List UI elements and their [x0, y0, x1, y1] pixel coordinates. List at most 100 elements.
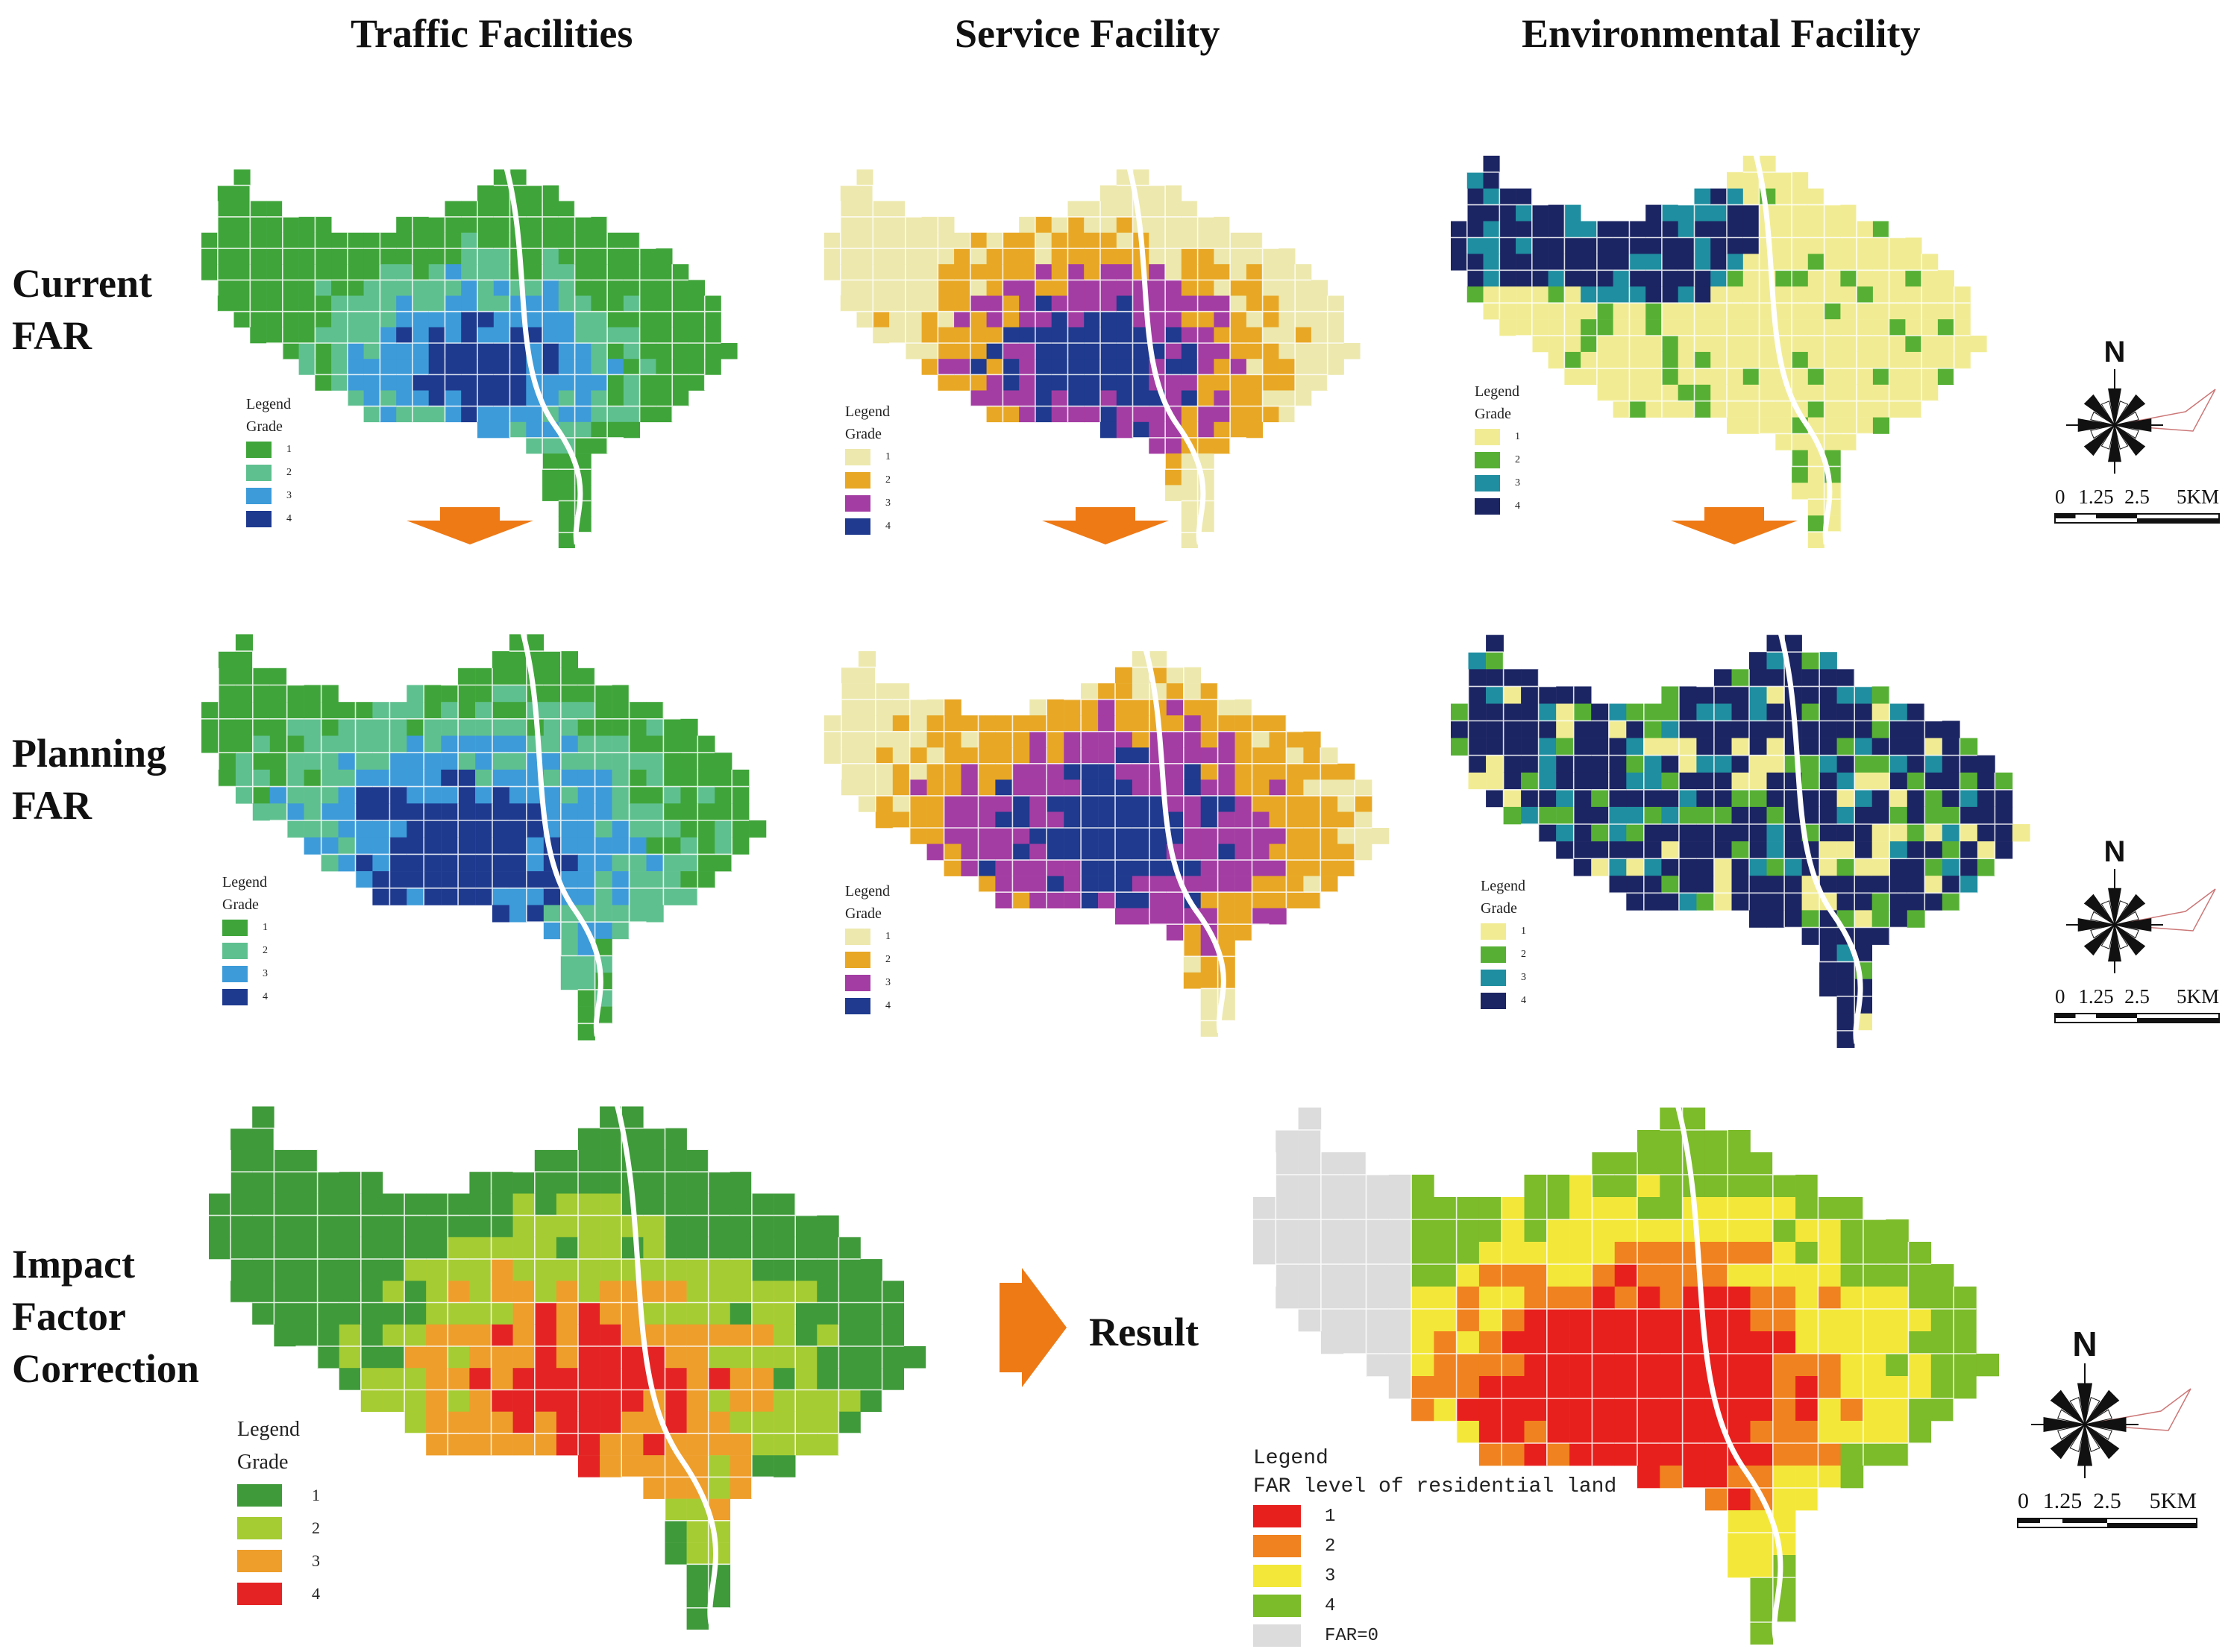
land-parcel [1573, 720, 1592, 738]
land-parcel [321, 718, 339, 736]
land-parcel [477, 248, 495, 265]
land-parcel [1149, 406, 1166, 423]
land-parcel [1456, 1354, 1480, 1377]
legend-item: 2 [237, 1512, 320, 1545]
land-parcel [795, 1281, 818, 1303]
land-parcel [295, 1259, 318, 1281]
legend-swatch [246, 464, 272, 481]
legend-swatch [222, 919, 248, 936]
land-parcel [1613, 303, 1630, 320]
land-parcel [643, 1128, 665, 1151]
land-parcel [1278, 359, 1296, 375]
land-parcel [1311, 280, 1328, 296]
land-parcel [1792, 303, 1809, 320]
land-parcel [412, 264, 429, 280]
land-parcel [1546, 1219, 1570, 1243]
land-parcel [218, 769, 236, 787]
land-parcel [817, 1215, 839, 1238]
land-parcel [1629, 401, 1646, 418]
land-parcel [1230, 280, 1247, 296]
land-parcel [840, 201, 857, 218]
land-parcel [1854, 927, 1872, 945]
land-parcel [1456, 1197, 1480, 1220]
land-parcel [492, 803, 510, 821]
land-parcel [1886, 1287, 1909, 1310]
land-parcel [1388, 1197, 1412, 1220]
land-parcel [1772, 1242, 1796, 1265]
land-parcel [448, 1259, 470, 1281]
land-parcel [1710, 188, 1728, 205]
land-parcel [1183, 860, 1201, 876]
land-parcel [665, 1346, 687, 1369]
land-parcel [1682, 1331, 1706, 1354]
land-parcel [412, 343, 429, 359]
land-parcel [1149, 844, 1167, 861]
land-parcel [209, 1193, 231, 1216]
land-parcel [282, 280, 299, 296]
land-parcel [1181, 248, 1198, 265]
land-parcel [577, 769, 595, 787]
land-parcel [1872, 319, 1889, 336]
land-parcel [1388, 1219, 1412, 1243]
land-parcel [1742, 237, 1760, 254]
land-parcel [1538, 806, 1557, 825]
land-parcel [1581, 368, 1598, 385]
land-parcel [1629, 351, 1646, 369]
land-parcel [672, 390, 689, 406]
land-parcel [428, 406, 445, 423]
land-parcel [1320, 779, 1338, 797]
land-parcel [1165, 248, 1182, 265]
legend-item: 2 [222, 939, 268, 962]
land-parcel [304, 702, 321, 720]
land-parcel [2012, 824, 2030, 842]
land-parcel [542, 264, 559, 280]
land-parcel [469, 1193, 492, 1216]
land-parcel [574, 311, 592, 328]
land-parcel [233, 264, 251, 280]
land-parcel [1569, 1398, 1593, 1422]
land-parcel [441, 854, 459, 872]
land-parcel [469, 1215, 492, 1238]
legend-item: 3 [1253, 1561, 1616, 1591]
land-parcel [558, 359, 575, 375]
land-parcel [1149, 295, 1166, 312]
land-parcel [338, 803, 356, 821]
land-parcel [1921, 368, 1939, 385]
legend-swatch [845, 997, 870, 1014]
land-parcel [1836, 686, 1855, 704]
land-parcel [795, 1237, 818, 1260]
land-parcel [1660, 1331, 1683, 1354]
land-parcel [995, 779, 1013, 797]
land-parcel [1200, 795, 1218, 812]
land-parcel [1098, 828, 1116, 844]
land-parcel [1871, 841, 1890, 859]
land-parcel [1907, 876, 1925, 893]
land-parcel [856, 216, 873, 233]
land-parcel [339, 1281, 362, 1303]
land-parcel [274, 1237, 296, 1260]
land-parcel [607, 390, 624, 406]
land-parcel [1818, 1466, 1841, 1489]
land-parcel [526, 280, 543, 296]
land-parcel [458, 735, 476, 753]
land-parcel [282, 216, 299, 233]
land-parcel [534, 1324, 557, 1347]
land-parcel [1047, 715, 1064, 732]
land-parcel [282, 248, 299, 265]
land-parcel [621, 1237, 644, 1260]
land-parcel [1546, 1354, 1570, 1377]
land-parcel [1029, 795, 1047, 812]
land-parcel [317, 1346, 339, 1369]
land-parcel [1217, 908, 1235, 925]
land-parcel [1924, 789, 1943, 808]
land-parcel [643, 1237, 665, 1260]
land-parcel [1166, 811, 1184, 829]
road-network [209, 1084, 904, 1609]
land-parcel [1246, 248, 1263, 265]
land-parcel [629, 769, 647, 787]
land-parcel [1181, 390, 1198, 406]
land-parcel [1614, 1331, 1638, 1354]
land-parcel [428, 280, 445, 296]
land-parcel [1521, 720, 1539, 738]
land-parcel [315, 343, 332, 359]
